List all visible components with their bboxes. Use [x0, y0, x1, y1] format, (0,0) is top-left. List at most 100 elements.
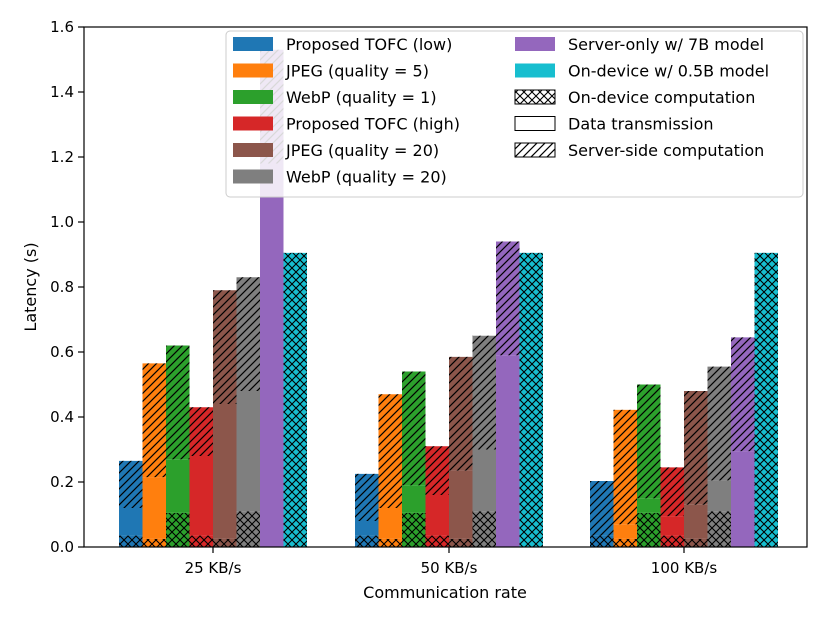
legend-swatch: [233, 143, 273, 157]
bar-transmission: [260, 163, 284, 547]
y-tick-label: 0.8: [50, 278, 74, 296]
bar-server-hatch: [355, 473, 379, 521]
bar-server-hatch: [142, 363, 166, 478]
legend-label: On-device computation: [568, 88, 755, 107]
x-axis-ticks: 25 KB/s 50 KB/s 100 KB/s: [185, 547, 718, 577]
bar-on-device-hatch: [590, 535, 614, 547]
bar-transmission: [472, 449, 496, 512]
bar-transmission: [189, 456, 213, 536]
bar-server-hatch: [236, 277, 260, 391]
bar-transmission: [166, 459, 190, 513]
legend-label: Server-side computation: [568, 141, 764, 160]
bar-server-hatch: [684, 391, 708, 505]
bar-transmission: [355, 521, 379, 536]
y-tick-label: 1.6: [50, 18, 74, 36]
legend-swatch-hatch: [515, 90, 555, 104]
bar-transmission: [425, 495, 449, 536]
legend-box: [225, 30, 804, 198]
bar-on-device-hatch: [425, 535, 449, 547]
bar-transmission: [637, 498, 661, 513]
legend-label: WebP (quality = 20): [286, 168, 447, 187]
bar-server-hatch: [496, 241, 520, 356]
bar-group: [119, 49, 778, 547]
bar-on-device-hatch: [119, 535, 143, 547]
bar-server-hatch: [472, 335, 496, 450]
legend-label: JPEG (quality = 20): [285, 141, 439, 160]
bar-on-device-hatch: [519, 252, 543, 547]
y-tick-label: 0.2: [50, 473, 74, 491]
legend-swatch: [233, 116, 273, 131]
bar-on-device-hatch: [213, 538, 237, 547]
bar-transmission: [402, 485, 426, 513]
bar-server-hatch: [660, 467, 684, 517]
y-tick-label: 1.4: [50, 83, 74, 101]
legend-label: Proposed TOFC (high): [286, 115, 460, 134]
bar-on-device-hatch: [449, 538, 473, 547]
bar-transmission: [236, 391, 260, 512]
bar-on-device-hatch: [378, 538, 402, 547]
bar-on-device-hatch: [166, 512, 190, 547]
bar-on-device-hatch: [283, 252, 307, 547]
bar-server-hatch: [637, 384, 661, 499]
bar-transmission: [213, 404, 237, 539]
bar-transmission: [707, 480, 731, 512]
bar-transmission: [449, 470, 473, 539]
bar-transmission: [142, 477, 166, 539]
legend-label: Server-only w/ 7B model: [568, 35, 764, 54]
bar-server-hatch: [378, 394, 402, 508]
bar-server-hatch: [119, 460, 143, 508]
bar-transmission: [613, 524, 637, 539]
bar-server-hatch: [707, 366, 731, 481]
bar-transmission: [378, 508, 402, 539]
legend-label: JPEG (quality = 5): [285, 62, 429, 81]
bar-server-hatch: [402, 371, 426, 486]
bar-on-device-hatch: [613, 538, 637, 547]
legend-label: WebP (quality = 1): [286, 88, 437, 107]
bar-transmission: [496, 355, 520, 547]
bar-transmission: [660, 516, 684, 536]
legend-swatch: [515, 63, 555, 78]
x-axis-title: Communication rate: [363, 583, 527, 602]
legend-swatch: [233, 37, 273, 51]
legend-swatch: [233, 63, 273, 78]
bar-server-hatch: [166, 345, 190, 460]
legend-label: On-device w/ 0.5B model: [568, 62, 769, 81]
x-tick-label: 100 KB/s: [651, 559, 718, 577]
y-axis-title: Latency (s): [21, 242, 40, 331]
y-axis-ticks: 0.0 0.2 0.4 0.6 0.8 1.0 1.2 1.4 1.6: [50, 18, 84, 556]
bar-transmission: [684, 504, 708, 539]
x-tick-label: 25 KB/s: [185, 559, 242, 577]
legend: Proposed TOFC (low) JPEG (quality = 5) Web…: [225, 30, 804, 198]
legend-label: Data transmission: [568, 115, 714, 134]
bar-server-hatch: [449, 356, 473, 471]
bar-on-device-hatch: [684, 538, 708, 547]
y-tick-label: 0.0: [50, 538, 74, 556]
bar-server-hatch: [425, 446, 449, 495]
legend-swatch-hatch: [515, 143, 555, 157]
bar-server-hatch: [213, 290, 237, 404]
bar-on-device-hatch: [754, 252, 778, 547]
bar-on-device-hatch: [236, 511, 260, 547]
legend-swatch: [233, 169, 273, 184]
bar-transmission: [119, 508, 143, 536]
bar-on-device-hatch: [707, 511, 731, 547]
bar-server-hatch: [189, 407, 213, 456]
y-tick-label: 1.2: [50, 148, 74, 166]
bar-on-device-hatch: [142, 538, 166, 547]
y-tick-label: 0.4: [50, 408, 74, 426]
bar-server-hatch: [590, 481, 614, 536]
bar-on-device-hatch: [402, 512, 426, 547]
legend-label: Proposed TOFC (low): [286, 35, 452, 54]
legend-swatch: [514, 116, 556, 131]
legend-swatch: [515, 37, 555, 51]
bar-on-device-hatch: [637, 512, 661, 547]
y-tick-label: 0.6: [50, 343, 74, 361]
bar-on-device-hatch: [189, 535, 213, 547]
bar-server-hatch: [731, 337, 755, 452]
bar-on-device-hatch: [472, 511, 496, 547]
bar-transmission: [731, 451, 755, 547]
y-tick-label: 1.0: [50, 213, 74, 231]
legend-swatch: [233, 90, 273, 104]
bar-on-device-hatch: [660, 535, 684, 547]
